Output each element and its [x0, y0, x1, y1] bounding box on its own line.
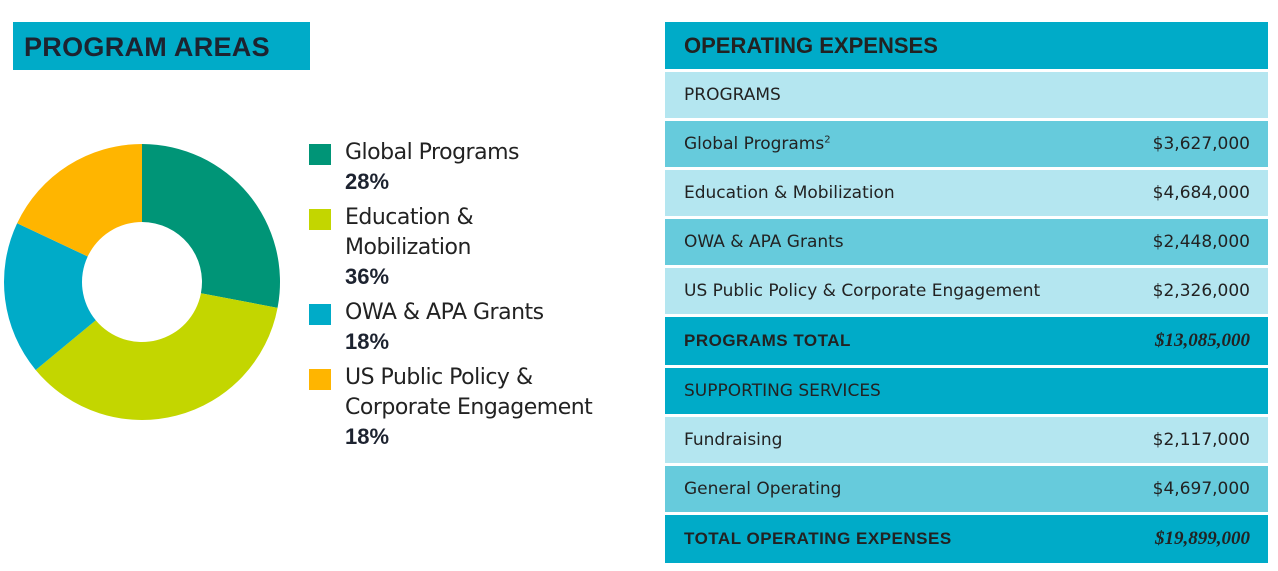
row-label: SUPPORTING SERVICES — [684, 381, 881, 401]
legend-item: OWA & APA Grants 18% — [309, 298, 629, 355]
row-label: PROGRAMS TOTAL — [684, 331, 851, 350]
table-row: US Public Policy & Corporate Engagement $… — [665, 268, 1268, 314]
table-header: OPERATING EXPENSES — [665, 22, 1268, 69]
total-row: TOTAL OPERATING EXPENSES $19,899,000 — [665, 515, 1268, 563]
table-row: PROGRAMS — [665, 72, 1268, 118]
table-row: Global Programs2 $3,627,000 — [665, 121, 1268, 167]
legend-item: Education & Mobilization 36% — [309, 203, 629, 290]
row-value: $3,627,000 — [1152, 134, 1250, 154]
legend-percent: 36% — [345, 264, 390, 289]
table-row: Fundraising $2,117,000 — [665, 417, 1268, 463]
legend-label: Education & — [345, 205, 474, 230]
table-row: General Operating $4,697,000 — [665, 466, 1268, 512]
row-label: Global Programs2 — [684, 134, 831, 154]
row-value: $2,326,000 — [1152, 281, 1250, 301]
legend-swatch — [309, 304, 331, 325]
legend-label: Global Programs — [345, 140, 519, 165]
legend-label: OWA & APA Grants — [345, 300, 544, 325]
legend-label: Corporate Engagement — [345, 395, 593, 420]
footnote-marker: 2 — [824, 134, 831, 146]
row-label: Education & Mobilization — [684, 183, 895, 203]
row-label: OWA & APA Grants — [684, 232, 844, 252]
row-label: General Operating — [684, 479, 842, 499]
program-areas-title: PROGRAM AREAS — [24, 32, 270, 62]
row-value: $19,899,000 — [1155, 528, 1250, 549]
legend-swatch — [309, 209, 331, 230]
row-value: $4,684,000 — [1152, 183, 1250, 203]
total-row: PROGRAMS TOTAL $13,085,000 — [665, 317, 1268, 365]
donut-slice-2 — [35, 293, 278, 420]
row-label: Fundraising — [684, 430, 783, 450]
row-value: $4,697,000 — [1152, 479, 1250, 499]
legend-item: US Public Policy & Corporate Engagement 18… — [309, 363, 629, 450]
row-value: $2,448,000 — [1152, 232, 1250, 252]
row-label: TOTAL OPERATING EXPENSES — [684, 529, 952, 548]
operating-expenses-table: OPERATING EXPENSES PROGRAMS Global Progra… — [665, 22, 1268, 566]
row-label: US Public Policy & Corporate Engagement — [684, 281, 1041, 301]
table-title: OPERATING EXPENSES — [684, 32, 938, 58]
table-row: OWA & APA Grants $2,448,000 — [665, 219, 1268, 265]
legend-label: US Public Policy & — [345, 365, 533, 390]
program-areas-title-box: PROGRAM AREAS — [13, 22, 310, 70]
legend-item: Global Programs 28% — [309, 138, 629, 195]
chart-legend: Global Programs 28% Education & Mobilizatio… — [309, 138, 629, 458]
legend-swatch — [309, 144, 331, 165]
legend-percent: 18% — [345, 329, 390, 354]
legend-percent: 28% — [345, 169, 390, 194]
legend-percent: 18% — [345, 424, 390, 449]
row-label: PROGRAMS — [684, 85, 781, 105]
table-row: Education & Mobilization $4,684,000 — [665, 170, 1268, 216]
legend-swatch — [309, 369, 331, 390]
donut-chart — [4, 144, 280, 420]
row-value: $2,117,000 — [1152, 430, 1250, 450]
row-value: $13,085,000 — [1155, 330, 1250, 351]
donut-slice-4 — [17, 144, 143, 257]
legend-label: Mobilization — [345, 235, 471, 260]
donut-slice-3 — [4, 223, 96, 370]
donut-slice-1 — [142, 144, 280, 308]
table-row: SUPPORTING SERVICES — [665, 368, 1268, 414]
